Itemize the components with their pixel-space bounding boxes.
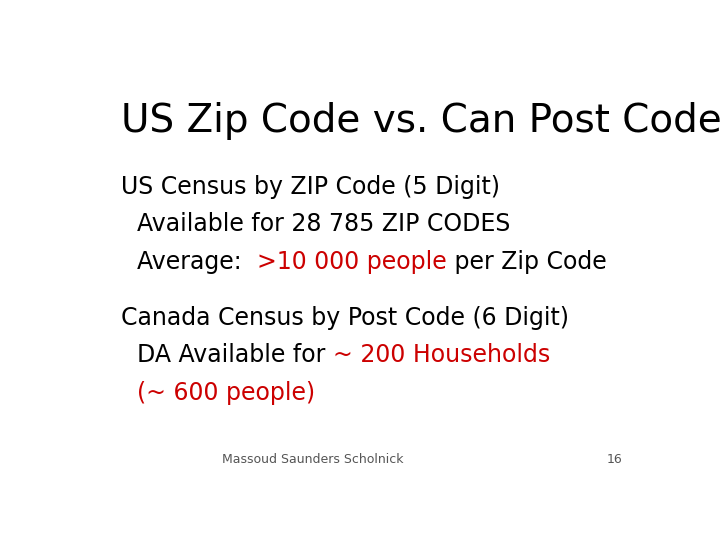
- Text: Average:: Average:: [138, 250, 257, 274]
- Text: >10 000 people: >10 000 people: [257, 250, 447, 274]
- Text: US Zip Code vs. Can Post Code: US Zip Code vs. Can Post Code: [121, 102, 720, 140]
- Text: Canada Census by Post Code (6 Digit): Canada Census by Post Code (6 Digit): [121, 306, 569, 330]
- Text: DA Available for: DA Available for: [138, 343, 333, 367]
- Text: ~ 200 Households: ~ 200 Households: [333, 343, 551, 367]
- Text: (~ 600 people): (~ 600 people): [138, 381, 315, 405]
- Text: US Census by ZIP Code (5 Digit): US Census by ZIP Code (5 Digit): [121, 175, 500, 199]
- Text: Massoud Saunders Scholnick: Massoud Saunders Scholnick: [222, 453, 404, 466]
- Text: Available for 28 785 ZIP CODES: Available for 28 785 ZIP CODES: [138, 212, 510, 237]
- Text: per Zip Code: per Zip Code: [447, 250, 606, 274]
- Text: 16: 16: [607, 453, 623, 466]
